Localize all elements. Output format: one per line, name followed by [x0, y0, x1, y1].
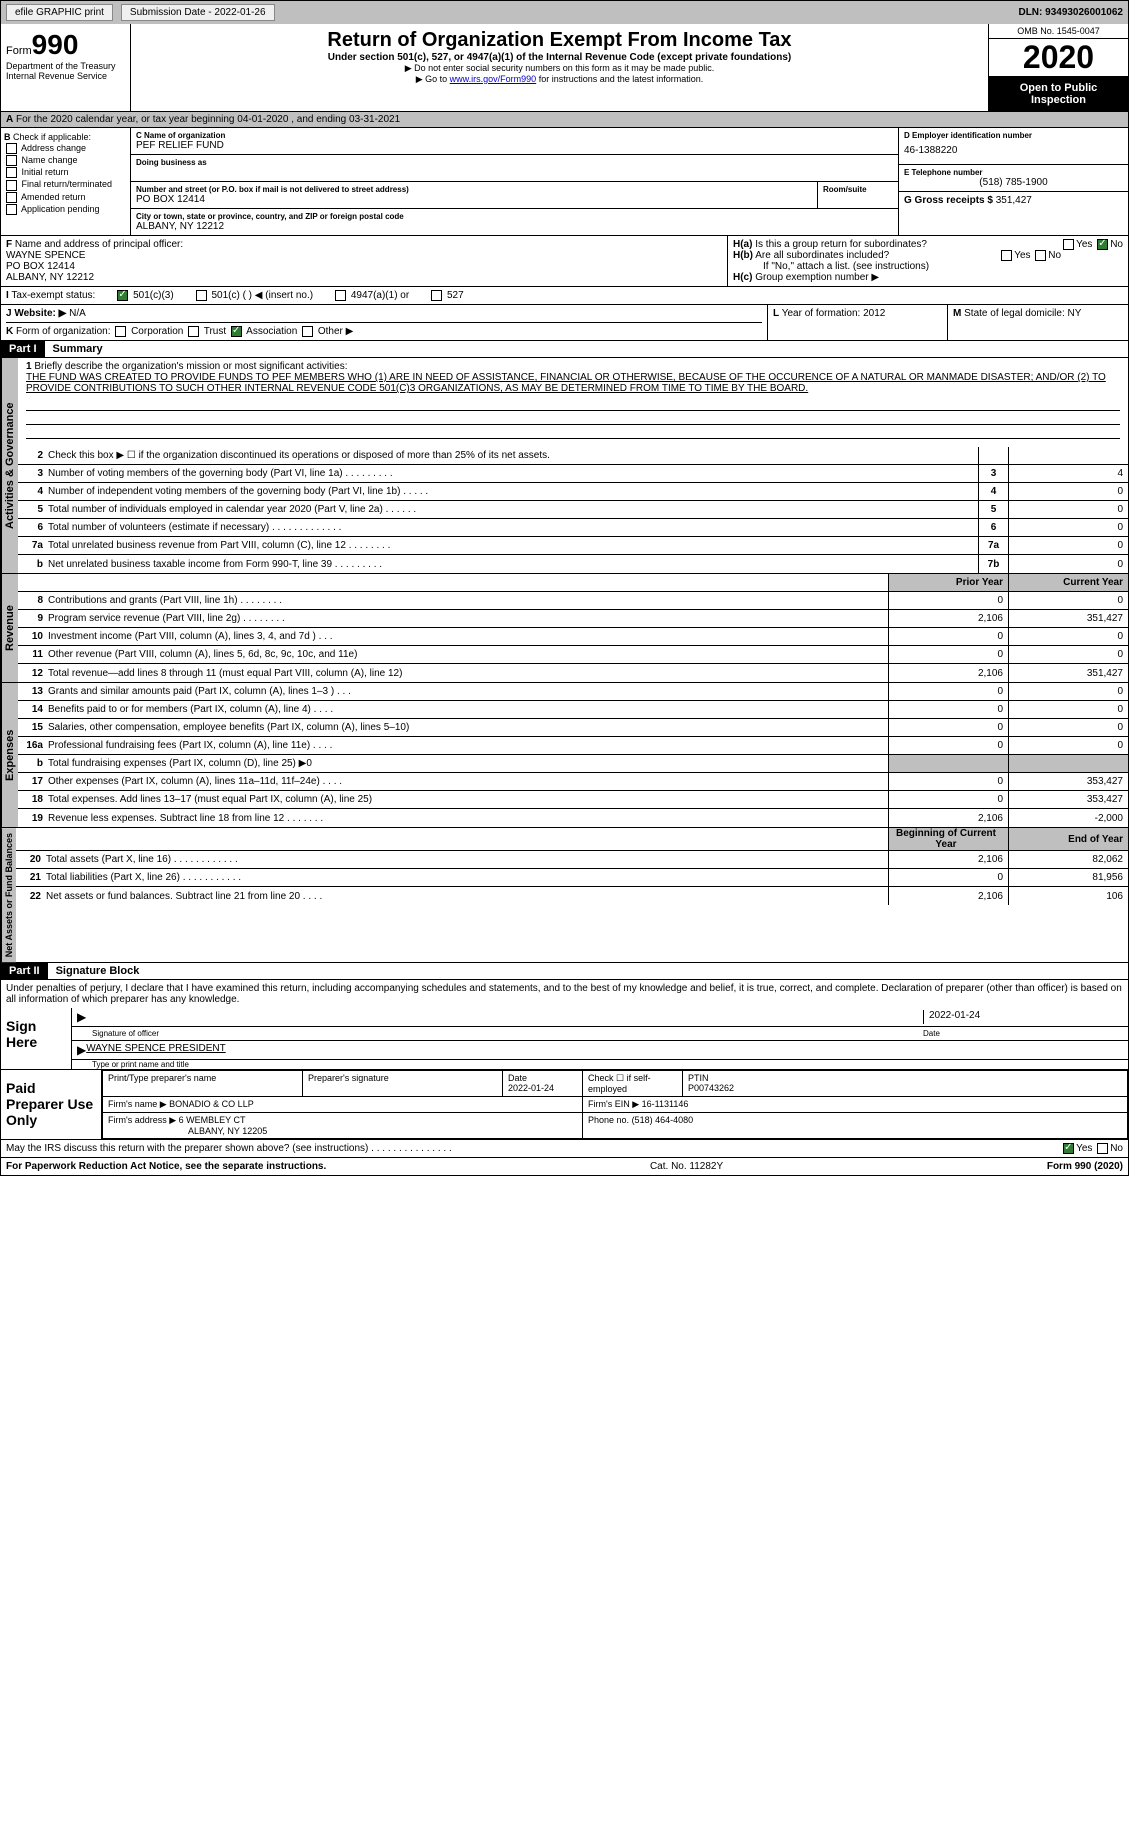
topbar: efile GRAPHIC print Submission Date - 20… — [1, 1, 1128, 24]
form-label: Form — [6, 45, 32, 57]
discuss-row: May the IRS discuss this return with the… — [1, 1140, 1128, 1158]
ein: 46-1388220 — [904, 140, 1123, 161]
form-subtitle: Under section 501(c), 527, or 4947(a)(1)… — [136, 52, 983, 63]
firm-name: BONADIO & CO LLP — [169, 1099, 254, 1109]
hb-yes-checkbox[interactable] — [1001, 250, 1012, 261]
telephone: (518) 785-1900 — [904, 177, 1123, 188]
org-name: PEF RELIEF FUND — [136, 140, 893, 151]
form-header: Form990 Department of the Treasury Inter… — [1, 24, 1128, 112]
part2-header: Part II Signature Block — [1, 963, 1128, 980]
section-b-c-d: B Check if applicable: Address change Na… — [1, 128, 1128, 236]
omb-number: OMB No. 1545-0047 — [989, 24, 1128, 39]
department: Department of the Treasury Internal Reve… — [6, 61, 125, 81]
website: N/A — [69, 308, 86, 319]
firm-ein: 16-1131146 — [642, 1099, 689, 1109]
activities-governance: Activities & Governance 1 Briefly descri… — [1, 358, 1128, 574]
sig-date: 2022-01-24 — [923, 1010, 1123, 1024]
signature-block: Under penalties of perjury, I declare th… — [1, 980, 1128, 1070]
ssn-note: ▶ Do not enter social security numbers o… — [136, 63, 983, 74]
period-row: A For the 2020 calendar year, or tax yea… — [1, 112, 1128, 128]
gross-receipts: 351,427 — [996, 195, 1032, 206]
officer-name: WAYNE SPENCE — [6, 250, 85, 261]
association-checkbox[interactable] — [231, 326, 242, 337]
section-f-h: F Name and address of principal officer:… — [1, 236, 1128, 287]
ha-no-checkbox[interactable] — [1097, 239, 1108, 250]
efile-button[interactable]: efile GRAPHIC print — [6, 4, 113, 21]
org-city: ALBANY, NY 12212 — [136, 221, 893, 232]
section-j-k-l-m: J Website: ▶ N/A K Form of organization:… — [1, 305, 1128, 341]
year-formation: 2012 — [863, 308, 885, 319]
mission-text: THE FUND WAS CREATED TO PROVIDE FUNDS TO… — [26, 372, 1106, 394]
org-address: PO BOX 12414 — [136, 194, 812, 205]
open-public: Open to Public Inspection — [989, 77, 1128, 111]
part1-header: Part I Summary — [1, 341, 1128, 358]
ptin: P00743262 — [688, 1083, 734, 1093]
submission-date: Submission Date - 2022-01-26 — [121, 4, 275, 21]
discuss-yes-checkbox[interactable] — [1063, 1143, 1074, 1154]
dln: DLN: 93493026001062 — [1018, 7, 1123, 18]
expenses-section: Expenses 13Grants and similar amounts pa… — [1, 683, 1128, 828]
hb-no-checkbox[interactable] — [1035, 250, 1046, 261]
discuss-no-checkbox[interactable] — [1097, 1143, 1108, 1154]
state-domicile: NY — [1068, 308, 1082, 319]
ha-yes-checkbox[interactable] — [1063, 239, 1074, 250]
revenue-section: Revenue Prior Year Current Year 8Contrib… — [1, 574, 1128, 683]
form-title: Return of Organization Exempt From Incom… — [136, 29, 983, 52]
form-number: 990 — [32, 29, 79, 60]
footer: For Paperwork Reduction Act Notice, see … — [1, 1158, 1128, 1175]
section-i: I Tax-exempt status: 501(c)(3) 501(c) ( … — [1, 287, 1128, 305]
net-assets-section: Net Assets or Fund Balances Beginning of… — [1, 828, 1128, 963]
officer-print-name: WAYNE SPENCE PRESIDENT — [86, 1043, 225, 1057]
tax-year: 2020 — [989, 39, 1128, 77]
paid-preparer: Paid Preparer Use Only Print/Type prepar… — [1, 1070, 1128, 1140]
firm-phone: (518) 464-4080 — [632, 1115, 694, 1125]
instructions-link[interactable]: www.irs.gov/Form990 — [450, 74, 537, 84]
501c3-checkbox[interactable] — [117, 290, 128, 301]
